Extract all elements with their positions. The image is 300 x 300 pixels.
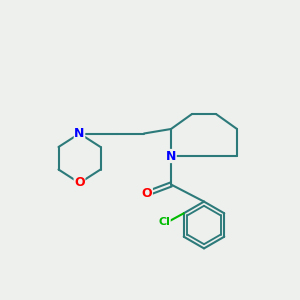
Text: N: N [74, 127, 85, 140]
Text: N: N [166, 149, 176, 163]
Text: O: O [142, 187, 152, 200]
Text: Cl: Cl [158, 217, 170, 227]
Text: O: O [74, 176, 85, 190]
